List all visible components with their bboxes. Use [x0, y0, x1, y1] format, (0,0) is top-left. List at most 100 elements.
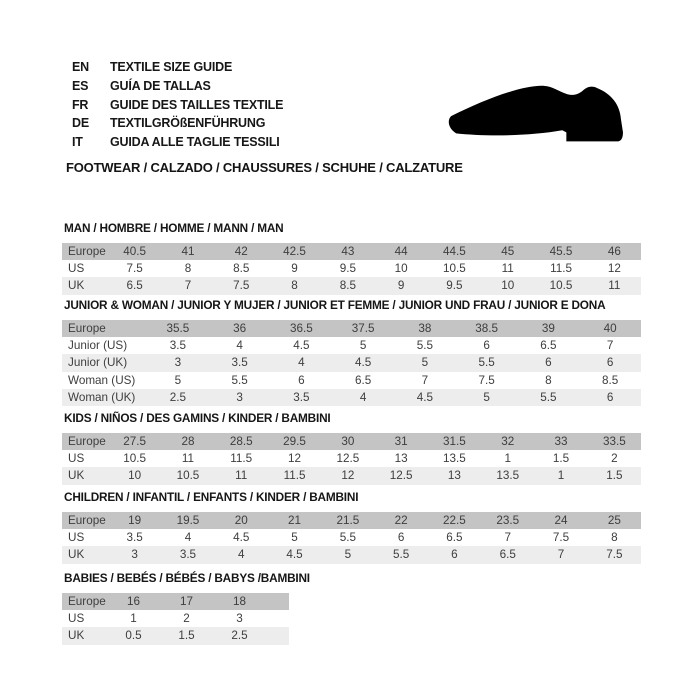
size-value: 11	[235, 469, 248, 483]
size-table: Europe 19 19.5 20 21 21.5 22 22.5 23.5 24 25 US 3.5…	[62, 512, 641, 564]
row-label: US	[68, 452, 85, 466]
size-section: MAN / HOMBRE / HOMME / MANN / MAN Europe…	[62, 222, 641, 295]
row-label: UK	[68, 469, 85, 483]
size-value: 9	[291, 262, 298, 276]
size-value: 5	[359, 339, 367, 353]
size-table: Europe 27.5 28 28.5 29.5 30 31 31.5 32 33 33.5 US 1…	[62, 433, 641, 485]
size-header-row: Europe 35.5 36 36.5 37.5 38 38.5 39 40	[62, 320, 641, 338]
size-table: Europe 40.5 41 42 42.5 43 44 44.5 45 45.5 46 US 7.5…	[62, 243, 641, 295]
filler-cell	[266, 593, 289, 610]
size-value: 8.5	[233, 262, 250, 276]
size-value: 5	[421, 356, 429, 370]
section-title: JUNIOR & WOMAN / JUNIOR Y MUJER / JUNIOR…	[64, 298, 606, 312]
size-system-header: Europe	[68, 595, 106, 609]
size-header-cell: 42.5	[283, 245, 306, 259]
language-label: TEXTILGRÖßENFÜHRUNG	[110, 116, 266, 131]
size-value: 2	[611, 452, 618, 466]
size-header-row: Europe 40.5 41 42 42.5 43 44 44.5 45 45.5 46	[62, 243, 641, 261]
size-value: 6	[451, 548, 458, 562]
size-value: 7	[421, 373, 429, 387]
size-header-cell: 33.5	[602, 435, 626, 449]
language-label: GUÍA DE TALLAS	[110, 78, 211, 93]
size-value: 7.5	[606, 548, 623, 562]
size-value: 5.5	[393, 548, 410, 562]
size-header-cell: 38	[418, 322, 432, 336]
size-value: 6	[397, 531, 405, 545]
size-row: Woman (US) 5 5.5 6 6.5 7 7.5 8 8.5	[62, 371, 641, 389]
size-value: 12	[607, 262, 621, 276]
size-value: 3.5	[179, 548, 197, 562]
size-value: 4	[298, 356, 305, 370]
size-header-cell: 25	[607, 514, 621, 528]
language-list: EN TEXTILE SIZE GUIDE ES GUÍA DE TALLAS …	[72, 60, 283, 154]
size-value: 3.5	[231, 356, 248, 370]
size-value: 3	[236, 390, 243, 404]
size-table-body: US 1 2 3 UK 0.5 1.5 2.5	[62, 610, 289, 645]
size-system-header: Europe	[68, 435, 106, 449]
language-code: IT	[72, 135, 83, 150]
size-header-cell: 21	[288, 514, 302, 528]
size-value: 3.5	[169, 339, 186, 353]
size-row: US 7.5 8 8.5 9 9.5 10 10.5 11 11.5 12	[62, 260, 641, 278]
size-table-body: US 10.5 11 11.5 12 12.5 13 13.5 1 1.5 2 UK 10 10.5 11 1…	[62, 450, 641, 485]
row-label: UK	[68, 279, 85, 293]
language-row: EN TEXTILE SIZE GUIDE	[72, 60, 283, 79]
size-row: UK 10 10.5 11 11.5 12 12.5 13 13.5 1 1.5	[62, 467, 641, 485]
size-value: 5	[291, 531, 298, 545]
size-value: 6	[606, 390, 614, 404]
size-header-cell: 36	[233, 322, 247, 336]
size-table: Europe 35.5 36 36.5 37.5 38 38.5 39 40 Junior (U…	[62, 320, 641, 406]
size-header-cell: 18	[232, 595, 246, 609]
size-value: 1	[557, 469, 565, 483]
size-row: Junior (US) 3.5 4 4.5 5 5.5 6 6.5 7	[62, 337, 641, 355]
size-header-cell: 30	[341, 435, 355, 449]
size-value: 8	[291, 279, 298, 293]
size-header-cell: 32	[501, 435, 515, 449]
size-header-cell: 24	[554, 514, 568, 528]
size-header-cell: 19	[128, 514, 142, 528]
size-value: 8	[545, 373, 552, 387]
size-value: 6.5	[446, 531, 463, 545]
size-row: UK 6.5 7 7.5 8 8.5 9 9.5 10 10.5 11	[62, 277, 641, 295]
size-section: KIDS / NIÑOS / DES GAMINS / KINDER / BAM…	[62, 412, 641, 485]
row-label: US	[68, 612, 85, 626]
language-code: FR	[72, 97, 89, 112]
size-header-cell: 22	[394, 514, 408, 528]
size-header-row: Europe 19 19.5 20 21 21.5 22 22.5 23.5 24 25	[62, 512, 641, 530]
size-header-cell: 42	[234, 245, 248, 259]
size-header-cell: 45	[501, 245, 515, 259]
size-value: 7	[504, 531, 511, 545]
size-header-cell: 41	[181, 245, 195, 259]
size-value: 12.5	[389, 469, 413, 483]
language-label: GUIDE DES TAILLES TEXTILE	[110, 97, 284, 112]
size-value: 11.5	[230, 452, 253, 466]
size-header-cell: 20	[234, 514, 248, 528]
section-title: BABIES / BEBÉS / BÉBÉS / BABYS /BAMBINI	[64, 571, 310, 585]
size-header-cell: 43	[341, 245, 355, 259]
size-value: 4	[236, 339, 243, 353]
size-system-header: Europe	[68, 322, 106, 336]
size-header-row: Europe 27.5 28 28.5 29.5 30 31 31.5 32 33 33.5	[62, 433, 641, 451]
size-value: 4	[184, 531, 192, 545]
size-value: 1.5	[552, 452, 570, 466]
size-value: 7.5	[478, 373, 495, 387]
size-value: 7	[606, 339, 614, 353]
size-value: 6	[545, 356, 552, 370]
size-value: 13.5	[496, 469, 520, 483]
row-label: UK	[68, 548, 85, 562]
size-row: Woman (UK) 2.5 3 3.5 4 4.5 5 5.5 6	[62, 388, 641, 406]
size-header-cell: 29.5	[283, 435, 306, 449]
size-value: 4	[359, 390, 367, 404]
size-value: 10.5	[123, 452, 147, 466]
size-row: UK 0.5 1.5 2.5	[62, 627, 289, 645]
row-label: US	[68, 531, 85, 545]
section-title: KIDS / NIÑOS / DES GAMINS / KINDER / BAM…	[64, 411, 331, 425]
size-value: 5.5	[231, 373, 248, 387]
size-header-cell: 40.5	[123, 245, 147, 259]
size-value: 3.5	[293, 390, 310, 404]
size-table: Europe 16 17 18 US 1 2 3 UK 0.5 1.5 2.5	[62, 593, 289, 645]
size-value: 5.5	[339, 531, 356, 545]
size-value: 3	[131, 548, 138, 562]
size-table-body: US 3.5 4 4.5 5 5.5 6 6.5 7 7.5 8 UK 3 3.5 4 4.5 5 5.5 6 6.5…	[62, 529, 641, 564]
